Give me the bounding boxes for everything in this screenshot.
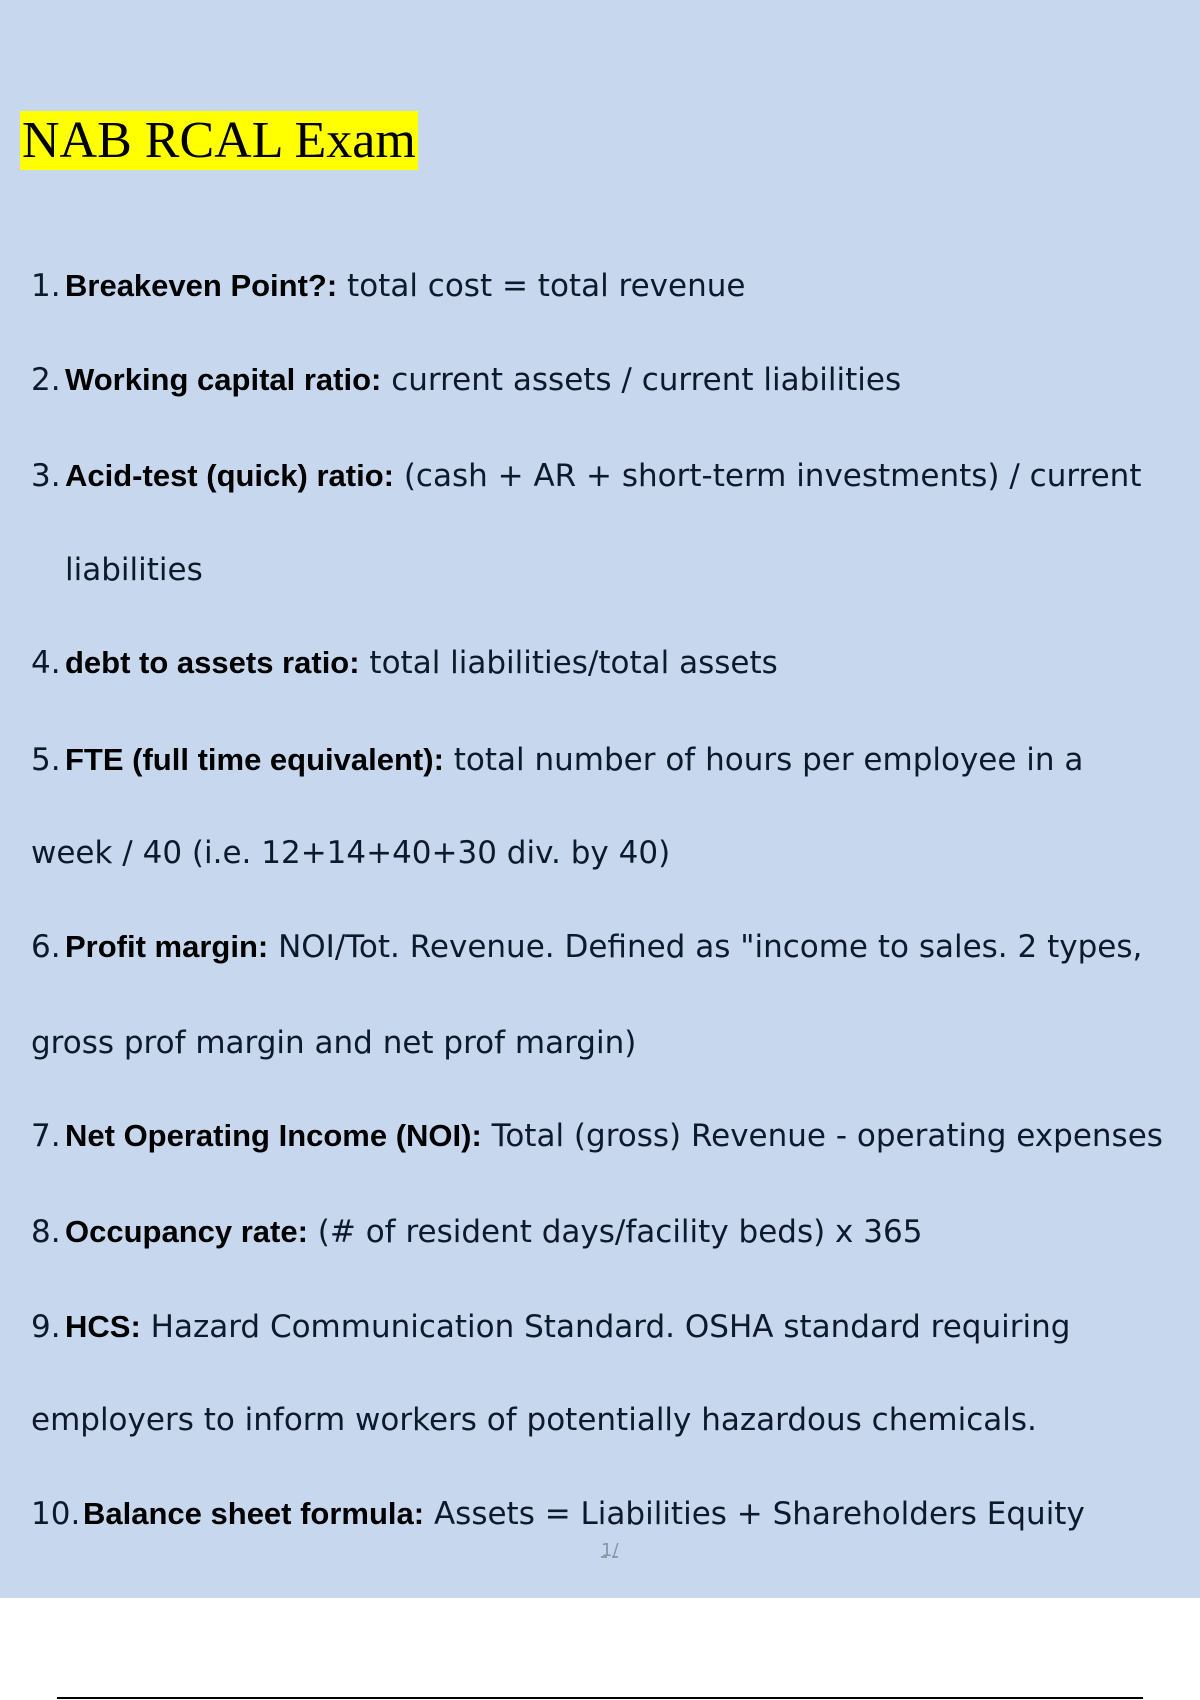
item-term: Balance sheet formula: (83, 1496, 425, 1531)
item-definition: total liabilities/total assets (359, 645, 778, 681)
item-number: 3. (31, 458, 61, 494)
item-term: Acid-test (quick) ratio: (65, 458, 394, 493)
list-item-8: 8. Occupancy rate: (# of resident days/fa… (31, 1212, 922, 1252)
item-term: Profit margin: (65, 929, 269, 964)
list-item-4: 4. debt to assets ratio: total liabilitie… (31, 643, 778, 683)
item-term: Net Operating Income (NOI): (65, 1118, 482, 1153)
list-item-9-continuation: employers to inform workers of potential… (31, 1402, 1037, 1438)
list-item-1: 1. Breakeven Point?: total cost = total r… (31, 266, 745, 306)
item-definition: total cost = total revenue (337, 268, 746, 304)
list-item-3: 3. Acid-test (quick) ratio: (cash + AR + … (31, 456, 1141, 496)
item-number: 4. (31, 645, 61, 681)
list-item-7: 7. Net Operating Income (NOI): Total (gro… (31, 1116, 1163, 1156)
item-term: FTE (full time equivalent): (65, 742, 444, 777)
item-number: 9. (31, 1309, 61, 1345)
list-item-3-continuation: liabilities (65, 552, 203, 588)
document-page: NAB RCAL Exam 1. Breakeven Point?: total … (0, 0, 1200, 1598)
item-definition: Total (gross) Revenue - operating expens… (481, 1118, 1163, 1154)
list-item-5-continuation: week / 40 (i.e. 12+14+40+30 div. by 40) (31, 835, 671, 871)
list-item-9: 9. HCS: Hazard Communication Standard. OS… (31, 1307, 1070, 1347)
document-title: NAB RCAL Exam (20, 111, 418, 170)
footer-divider (57, 1697, 1143, 1699)
item-term: Occupancy rate: (65, 1214, 308, 1249)
list-item-6-continuation: gross prof margin and net prof margin) (31, 1025, 637, 1061)
item-number: 1. (31, 268, 61, 304)
list-item-5: 5. FTE (full time equivalent): total numb… (31, 740, 1083, 780)
list-item-2: 2. Working capital ratio: current assets … (31, 360, 901, 400)
list-item-10: 10.Balance sheet formula: Assets = Liabi… (31, 1494, 1085, 1534)
item-term: Working capital ratio: (65, 362, 382, 397)
item-definition: (cash + AR + short-term investments) / c… (393, 458, 1142, 494)
item-term: HCS: (65, 1309, 141, 1344)
item-number: 8. (31, 1214, 61, 1250)
item-term: debt to assets ratio: (65, 645, 360, 680)
item-number: 2. (31, 362, 61, 398)
item-definition: total number of hours per employee in a (443, 742, 1084, 778)
item-number: 10. (31, 1496, 81, 1532)
page-number: 1/ (601, 1540, 619, 1561)
item-number: 7. (31, 1118, 61, 1154)
item-definition: current assets / current liabilities (381, 362, 902, 398)
item-definition: (# of resident days/facility beds) x 365 (307, 1214, 923, 1250)
item-definition: Hazard Communication Standard. OSHA stan… (140, 1309, 1071, 1345)
list-item-6: 6. Profit margin: NOI/Tot. Revenue. Defin… (31, 927, 1142, 967)
item-definition: NOI/Tot. Revenue. Defined as "income to … (268, 929, 1143, 965)
item-definition: Assets = Liabilities + Shareholders Equi… (424, 1496, 1085, 1532)
item-number: 6. (31, 929, 61, 965)
item-term: Breakeven Point?: (65, 268, 338, 303)
item-number: 5. (31, 742, 61, 778)
